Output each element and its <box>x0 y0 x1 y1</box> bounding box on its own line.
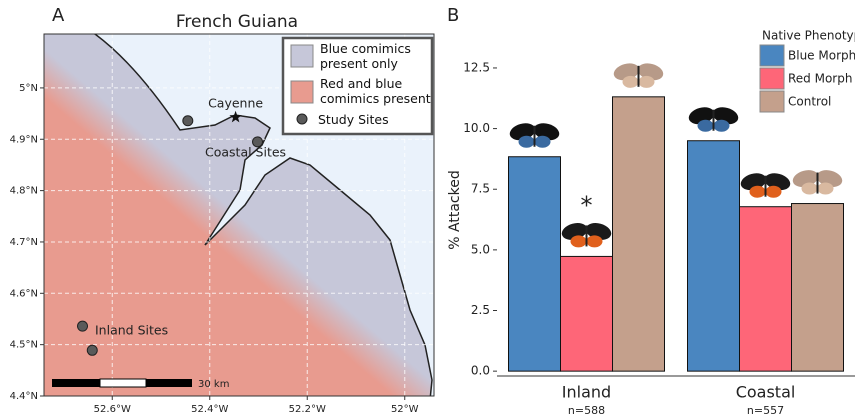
butterfly-wing <box>712 107 739 125</box>
legend-point <box>296 113 308 125</box>
butterfly-wing <box>586 235 603 248</box>
butterfly-icon <box>561 222 612 248</box>
butterfly-icon <box>509 123 560 148</box>
butterfly-wing <box>697 119 714 132</box>
bar <box>687 140 740 372</box>
legend-swatch <box>759 90 785 113</box>
y-tick-label: 4.5°N <box>10 340 38 351</box>
study-site <box>86 344 98 356</box>
category-note: n=557 <box>747 404 784 417</box>
study-site <box>77 320 89 332</box>
legend-swatch <box>290 80 314 104</box>
x-tick-label: Coastal <box>736 383 796 402</box>
y-tick-label: 4.6°N <box>10 288 38 299</box>
butterfly-wing <box>561 222 588 240</box>
bar <box>739 206 792 372</box>
x-tick-label: 52°W <box>391 404 419 415</box>
butterfly-wing <box>638 75 655 88</box>
y-tick-label: 4.7°N <box>10 237 38 248</box>
y-tick-label: 5.0 <box>471 242 490 256</box>
map-title: French Guiana <box>176 12 298 32</box>
category-note: n=588 <box>568 404 605 417</box>
legend-title: Native Phenotype <box>762 29 855 43</box>
butterfly-wing <box>749 185 766 198</box>
legend-swatch <box>290 44 314 68</box>
bar <box>560 255 613 372</box>
panel-label: B <box>447 5 459 26</box>
butterfly-wing <box>801 182 818 195</box>
butterfly-wing <box>637 63 664 81</box>
x-tick-label: 52.2°W <box>289 404 326 415</box>
butterfly-wing <box>518 135 535 148</box>
y-tick-label: 0.0 <box>471 364 490 378</box>
legend-label: Blue Morph <box>788 49 855 63</box>
significance-marker: * <box>581 191 593 219</box>
city-marker <box>229 110 242 123</box>
bar <box>612 96 665 372</box>
legend-label: Red Morph <box>788 72 852 86</box>
study-site <box>252 136 264 148</box>
butterfly-wing <box>792 170 819 187</box>
map-annotation: Coastal Sites <box>205 145 286 160</box>
map-frame <box>43 33 435 397</box>
butterfly-wing <box>534 135 551 148</box>
y-tick-label: 4.4°N <box>10 391 38 402</box>
butterfly-wing <box>688 107 715 125</box>
butterfly-wing <box>613 63 640 81</box>
butterfly-wing <box>817 182 834 195</box>
study-site <box>182 115 194 127</box>
city-label: Cayenne <box>208 96 263 111</box>
butterfly-wing <box>816 170 843 187</box>
butterfly-wing <box>713 119 730 132</box>
y-tick-label: 7.5 <box>471 182 490 196</box>
map-legend-label: Red and blue comimics present <box>320 76 431 106</box>
bar <box>508 156 561 372</box>
butterfly-icon <box>613 63 664 88</box>
butterfly-wing <box>740 173 767 191</box>
legend-label: Control <box>788 95 831 109</box>
butterfly-wing <box>764 173 791 191</box>
y-tick-label: 12.5 <box>463 60 490 74</box>
scale-bar <box>52 378 192 388</box>
y-axis-label: % Attacked <box>447 170 463 249</box>
bar <box>791 203 844 372</box>
legend-swatch <box>759 67 785 90</box>
legend-swatch <box>759 44 785 67</box>
x-tick-label: 52.4°W <box>191 404 228 415</box>
y-tick-label: 5°N <box>19 83 38 94</box>
butterfly-wing <box>585 222 612 240</box>
scale-label: 30 km <box>198 379 229 390</box>
butterfly-wing <box>533 123 560 141</box>
y-tick-label: 10.0 <box>463 121 490 135</box>
x-tick-label: 52.6°W <box>94 404 131 415</box>
butterfly-wing <box>570 235 587 248</box>
y-tick-label: 2.5 <box>471 303 490 317</box>
y-tick-label: 4.8°N <box>10 186 38 197</box>
map-annotation: Inland Sites <box>95 323 168 338</box>
map-legend-label: Study Sites <box>318 112 389 127</box>
butterfly-icon <box>740 173 791 198</box>
butterfly-icon <box>688 107 739 132</box>
y-tick-label: 4.9°N <box>10 134 38 145</box>
butterfly-wing <box>622 75 639 88</box>
land <box>44 34 433 396</box>
map-legend-label: Blue comimics present only <box>320 41 411 71</box>
butterfly-icon <box>792 170 843 195</box>
panel-label: A <box>52 5 65 26</box>
butterfly-wing <box>509 123 536 141</box>
butterfly-wing <box>765 185 782 198</box>
x-tick-label: Inland <box>562 383 611 402</box>
